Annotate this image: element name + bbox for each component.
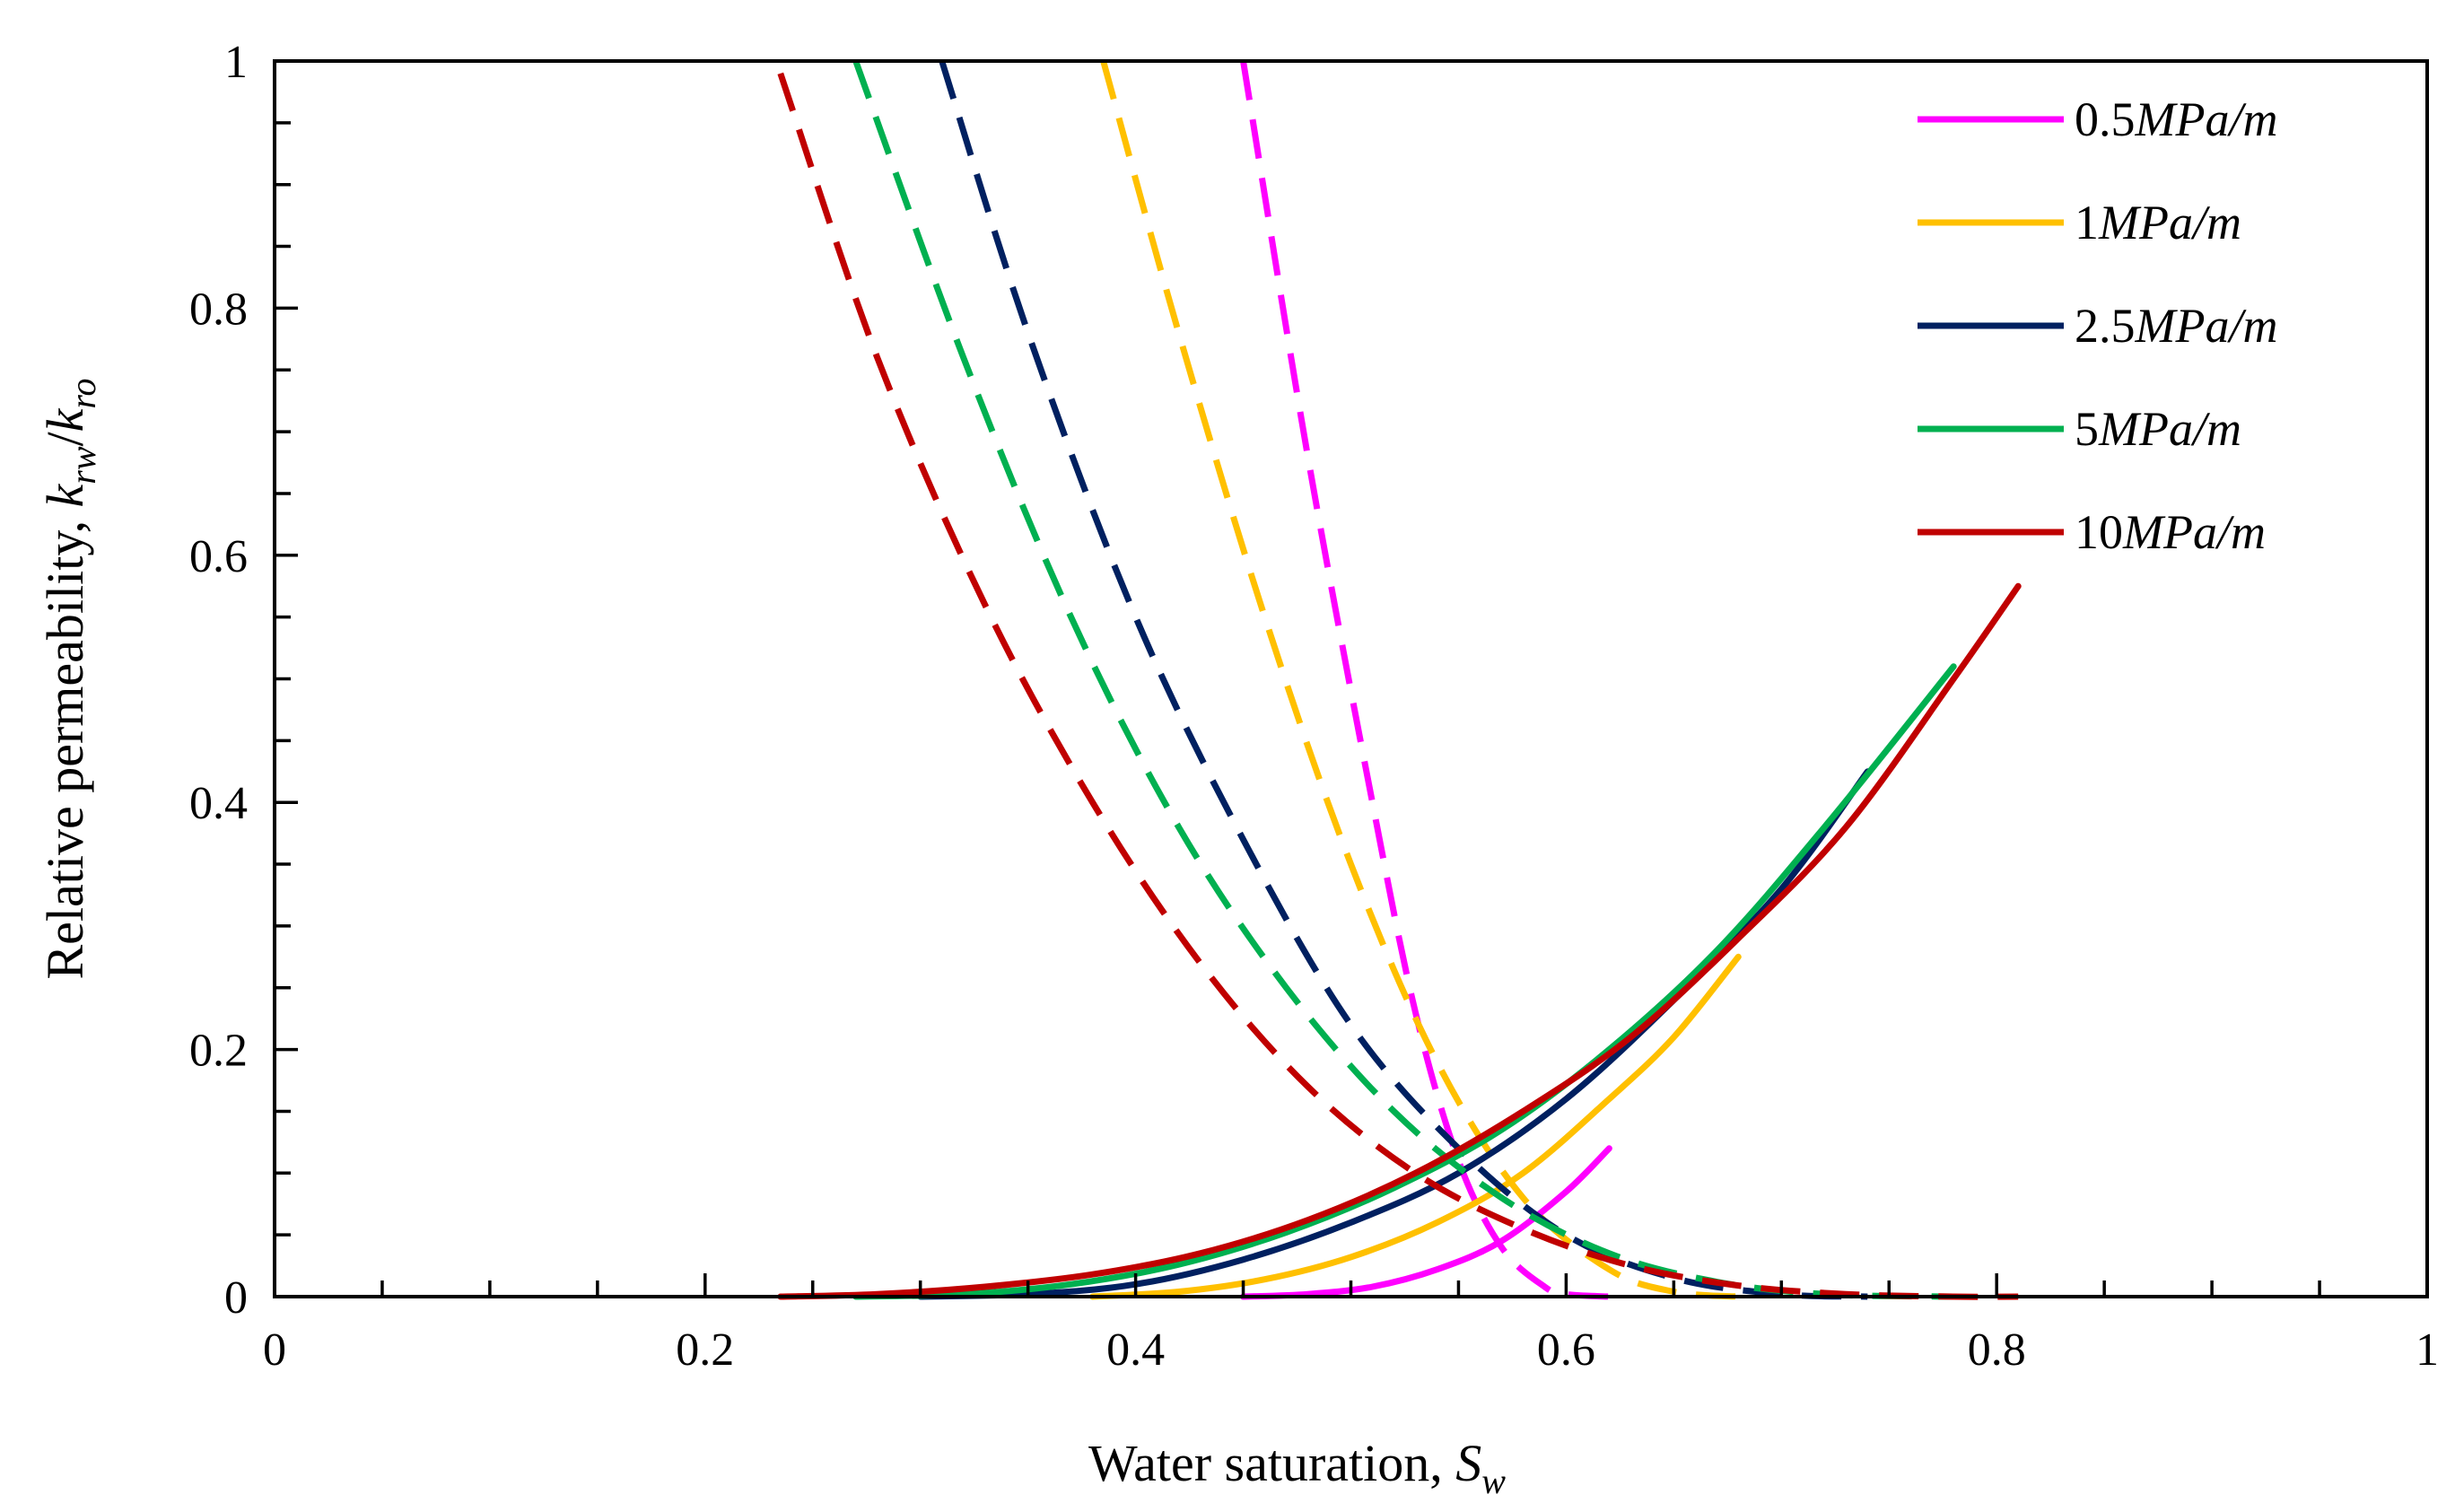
y-axis-title-sub2: ro	[63, 378, 103, 408]
y-tick-label: 1	[224, 37, 248, 88]
legend-unit: MPa/m	[2098, 196, 2241, 249]
legend-item: 0.5MPa/m	[1918, 92, 2277, 146]
legend-number: 0.5	[2075, 92, 2136, 146]
y-tick-label: 0.2	[189, 1026, 248, 1077]
legend-unit: MPa/m	[2098, 402, 2241, 456]
kro-line-5	[777, 72, 2019, 1300]
legend-item: 10MPa/m	[1918, 505, 2266, 559]
legend-label: 10MPa/m	[2075, 505, 2266, 559]
y-axis-title-slash: /	[36, 431, 94, 446]
series-layer	[777, 59, 2022, 1300]
x-tick-label: 0.6	[1537, 1324, 1595, 1376]
x-tick-label: 0.2	[676, 1324, 734, 1376]
legend-item: 5MPa/m	[1918, 402, 2241, 456]
legend-number: 2.5	[2075, 299, 2136, 353]
legend-label: 1MPa/m	[2075, 196, 2241, 249]
x-axis-title-sub: w	[1481, 1461, 1506, 1501]
x-tick-label: 1	[2416, 1324, 2439, 1376]
x-axis-title-symbol: S	[1455, 1434, 1481, 1492]
y-tick-label: 0.8	[189, 284, 248, 335]
kro-line-1	[1240, 60, 1610, 1300]
y-axis-title-sub1: rw	[63, 446, 103, 485]
legend-unit: MPa/m	[2135, 92, 2278, 146]
y-tick-label: 0.4	[189, 778, 248, 829]
x-axis-title-text: Water saturation,	[1088, 1434, 1455, 1492]
legend-label: 0.5MPa/m	[2075, 92, 2277, 146]
krw-line-2	[1089, 953, 1742, 1300]
axes-layer	[273, 59, 2429, 1298]
legend-number: 10	[2075, 505, 2123, 559]
y-axis-title-symbol2: k	[36, 407, 94, 432]
y-tick-label: 0.6	[189, 531, 248, 582]
kro-line-2	[1100, 60, 1739, 1300]
series-1	[1240, 60, 1612, 1300]
kro-line-3	[939, 59, 1868, 1300]
series-2	[1089, 60, 1742, 1300]
legend-number: 1	[2075, 196, 2099, 249]
y-axis-title-text: Relative permeability,	[36, 507, 94, 979]
y-tick-label: 0	[224, 1272, 248, 1324]
legend-label: 5MPa/m	[2075, 402, 2241, 456]
krw-line-3	[917, 768, 1871, 1300]
x-tick-label: 0	[263, 1324, 286, 1376]
y-axis-title: Relative permeability, krw/kro	[36, 378, 103, 979]
y-axis-title-symbol: k	[36, 483, 94, 507]
legend-number: 5	[2075, 402, 2099, 456]
x-axis-title: Water saturation, Sw	[1088, 1434, 1506, 1501]
x-tick-label: 0.4	[1106, 1324, 1165, 1376]
legend-item: 2.5MPa/m	[1918, 299, 2277, 353]
legend-item: 1MPa/m	[1918, 196, 2241, 249]
legend-unit: MPa/m	[2135, 299, 2278, 353]
series-5	[777, 72, 2022, 1300]
krw-line-1	[1240, 1145, 1612, 1300]
krw-line-4	[852, 663, 1957, 1300]
legend-unit: MPa/m	[2122, 505, 2266, 559]
krw-line-5	[777, 582, 2022, 1300]
x-tick-label: 0.8	[1968, 1324, 2026, 1376]
legend-label: 2.5MPa/m	[2075, 299, 2277, 353]
